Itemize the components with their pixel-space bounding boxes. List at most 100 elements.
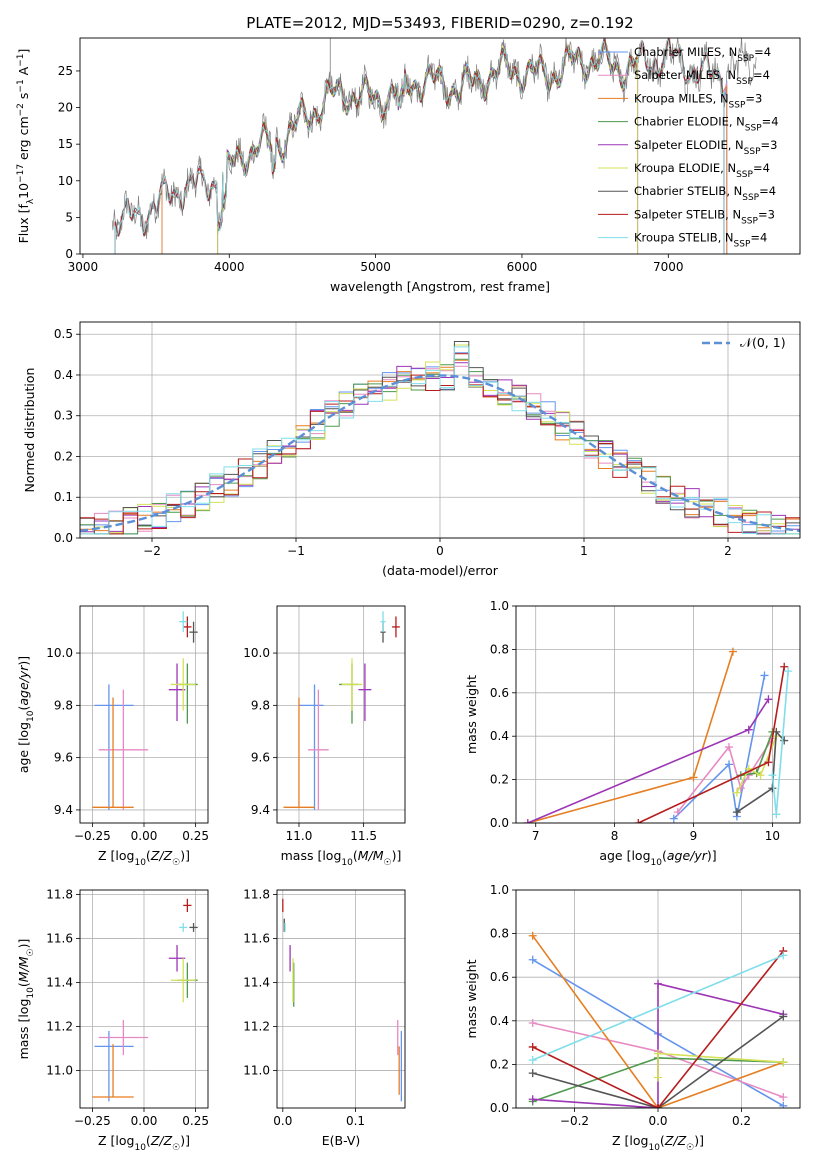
y-axis-label: mass [log10(M/M☉)] bbox=[16, 939, 36, 1060]
plus-marker bbox=[728, 647, 737, 656]
y-tick-label: 11.2 bbox=[243, 1020, 270, 1034]
label-part: )] bbox=[694, 1133, 704, 1148]
y-axis-label: mass weight bbox=[464, 959, 479, 1038]
x-tick-label: 0.0 bbox=[648, 1114, 667, 1128]
plus-marker bbox=[732, 788, 741, 797]
plus-marker bbox=[756, 771, 765, 780]
legend-label: Salpeter MILES, NSSP=4 bbox=[634, 68, 770, 87]
x-axis-label: Z [log10(Z/Z☉)] bbox=[98, 848, 190, 868]
label-part: ☉ bbox=[686, 1143, 694, 1153]
label-part: =3 bbox=[758, 207, 775, 221]
legend-label: Kroupa MILES, NSSP=3 bbox=[634, 91, 762, 110]
plus-marker bbox=[654, 1049, 662, 1058]
label-part: Chabrier ELODIE, N bbox=[634, 115, 745, 129]
label-part: age/yr bbox=[16, 665, 31, 706]
x-tick-label: 6000 bbox=[507, 260, 538, 274]
label-part: )] bbox=[392, 848, 402, 863]
label-part: 10 bbox=[26, 987, 36, 999]
y-tick-label: 11.8 bbox=[46, 887, 73, 901]
y-tick-label: 11.8 bbox=[243, 887, 270, 901]
legend-label: Chabrier ELODIE, NSSP=4 bbox=[634, 115, 779, 134]
label-part: 10 bbox=[651, 858, 663, 868]
label-part: SSP bbox=[736, 170, 753, 180]
y-tick-label: 0.4 bbox=[54, 368, 73, 382]
label-part: Kroupa ELODIE, N bbox=[634, 161, 736, 175]
label-part: age [log bbox=[16, 722, 31, 773]
axes-frame bbox=[79, 37, 801, 255]
label-part: Z/Z bbox=[664, 1133, 687, 1148]
y-axis-label: age [log10(age/yr)] bbox=[16, 656, 36, 773]
y-tick-label: 0.4 bbox=[490, 729, 509, 743]
label-part: ( bbox=[353, 848, 358, 863]
label-part: Flux [f bbox=[16, 204, 31, 244]
y-axis-label: Normed distribution bbox=[22, 368, 37, 493]
x-tick-label: 0.2 bbox=[732, 1114, 751, 1128]
x-axis-label: Z [log10(Z/Z☉)] bbox=[98, 1133, 190, 1153]
plus-marker bbox=[779, 951, 788, 960]
axes-frame bbox=[79, 321, 801, 539]
label-part: SSP bbox=[744, 147, 761, 157]
panel-age-mass: 11.0 11.5 9.4 9.6 9.8 10.0 mass [log10(M/M☉)] bbox=[243, 605, 406, 868]
y-tick-label: 0 bbox=[65, 247, 73, 261]
label-part: SSP bbox=[742, 193, 759, 203]
plus-marker bbox=[654, 1073, 662, 1082]
x-tick-label: 0.25 bbox=[182, 829, 209, 843]
label-part: =4 bbox=[750, 231, 767, 245]
weight-line bbox=[736, 735, 778, 793]
y-tick-label: 0.6 bbox=[490, 686, 509, 700]
plot-area bbox=[523, 647, 793, 823]
label-part: −1 bbox=[16, 79, 26, 92]
label-part: SSP bbox=[741, 216, 758, 226]
y-tick-label: 0.5 bbox=[54, 327, 73, 341]
y-tick-label: 0.3 bbox=[54, 409, 73, 423]
axes-frame bbox=[79, 605, 209, 824]
y-tick-label: 11.6 bbox=[243, 931, 270, 945]
label-part: −17 bbox=[16, 164, 26, 183]
errorbar-point bbox=[339, 663, 359, 724]
plus-marker bbox=[669, 814, 678, 823]
y-tick-label: 0.2 bbox=[490, 1057, 509, 1071]
label-part: ( bbox=[146, 1133, 151, 1148]
y-tick-label: 0.0 bbox=[54, 531, 73, 545]
x-tick-label: −0.25 bbox=[74, 829, 111, 843]
label-part: )] bbox=[16, 939, 31, 949]
label-part: age/yr bbox=[667, 848, 708, 863]
plus-marker bbox=[654, 979, 662, 988]
label-part: ☉ bbox=[26, 948, 36, 956]
errorbar-point bbox=[380, 611, 386, 633]
label-part: M/M bbox=[16, 956, 31, 982]
errorbar-point bbox=[189, 621, 198, 643]
y-tick-label: 0.1 bbox=[54, 490, 73, 504]
y-tick-label: 11.6 bbox=[46, 931, 73, 945]
plus-marker bbox=[528, 1042, 537, 1051]
x-tick-label: 0.0 bbox=[273, 1114, 292, 1128]
label-part: ☉ bbox=[384, 858, 392, 868]
label-part: λ bbox=[26, 198, 36, 204]
y-tick-label: 0.6 bbox=[490, 970, 509, 984]
label-part: Salpeter ELODIE, N bbox=[634, 138, 744, 152]
plus-marker bbox=[528, 1095, 537, 1104]
plot-area bbox=[528, 931, 788, 1108]
label-part: ☉ bbox=[172, 858, 180, 868]
x-tick-label: 3000 bbox=[68, 260, 99, 274]
plus-marker bbox=[725, 760, 733, 769]
plus-marker bbox=[780, 662, 789, 671]
y-tick-label: 11.0 bbox=[243, 1064, 270, 1078]
weight-line bbox=[527, 651, 734, 823]
label-part: 10 bbox=[134, 1143, 146, 1153]
plus-marker bbox=[528, 1069, 537, 1078]
plus-marker bbox=[780, 736, 789, 745]
y-tick-label: 11.2 bbox=[46, 1020, 73, 1034]
y-tick-label: 10.0 bbox=[46, 646, 73, 660]
label-part: 10 bbox=[26, 710, 36, 722]
y-tick-label: 0.0 bbox=[490, 816, 509, 830]
x-tick-label: 0.25 bbox=[182, 1114, 209, 1128]
x-tick-label: 9 bbox=[690, 829, 698, 843]
label-part: ( bbox=[16, 706, 31, 711]
label-part: erg cm bbox=[16, 116, 31, 164]
label-part: M/M bbox=[358, 848, 384, 863]
y-tick-label: 1.0 bbox=[490, 599, 509, 613]
plus-marker bbox=[779, 1012, 788, 1021]
